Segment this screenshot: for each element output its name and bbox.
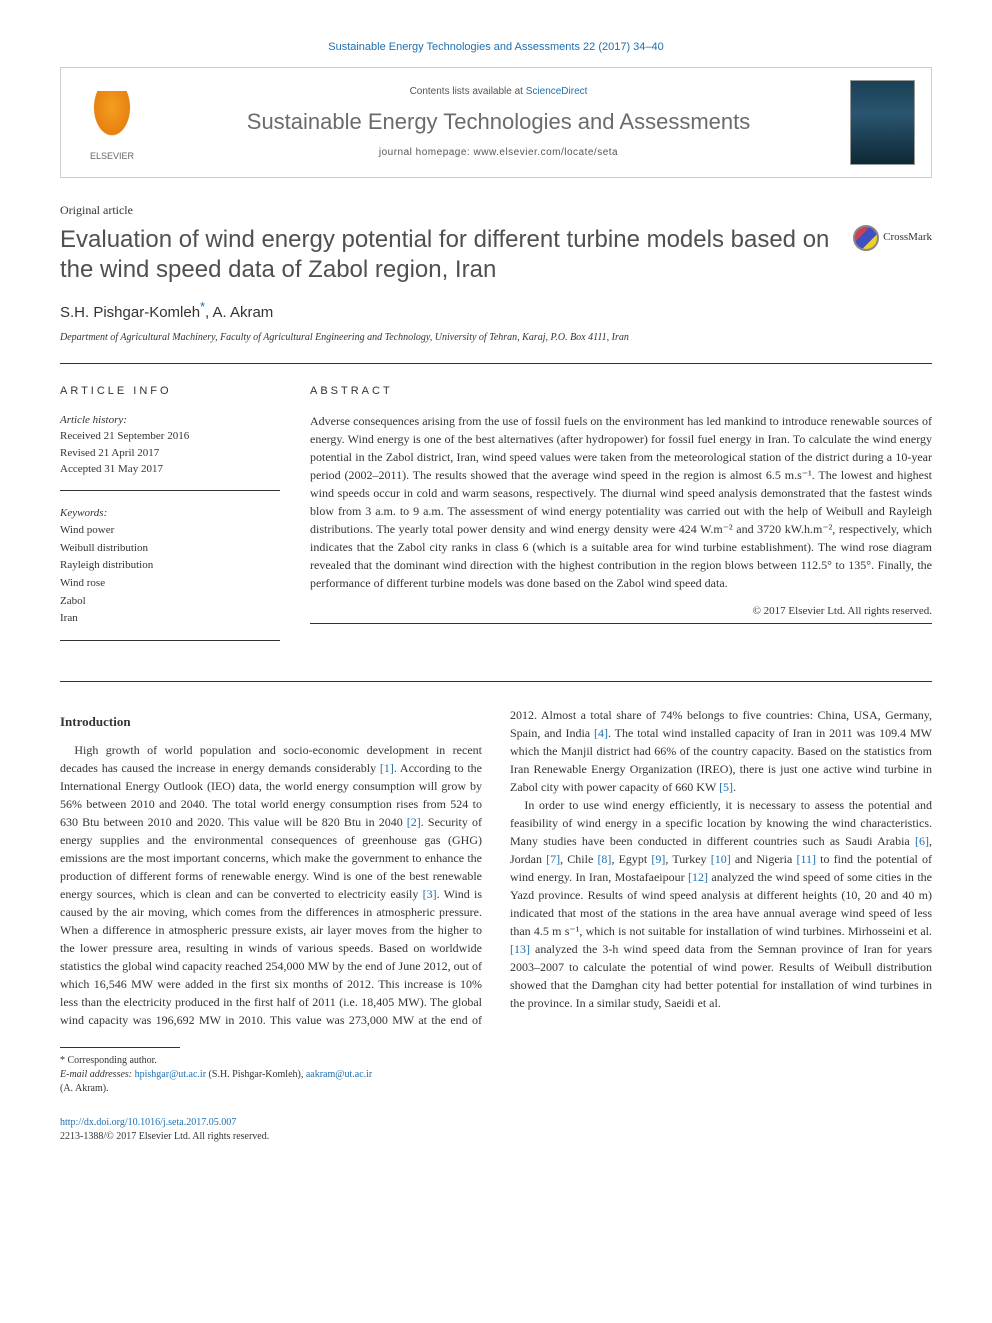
ref-link[interactable]: [3]: [423, 887, 437, 901]
abstract-column: ABSTRACT Adverse consequences arising fr…: [310, 384, 932, 641]
article-title: Evaluation of wind energy potential for …: [60, 225, 833, 285]
ref-link[interactable]: [9]: [651, 852, 665, 866]
homepage-url: www.elsevier.com/locate/seta: [474, 147, 619, 158]
ref-link[interactable]: [1]: [380, 761, 394, 775]
elsevier-tree-icon: [87, 91, 137, 146]
email-link[interactable]: aakram@ut.ac.ir: [306, 1069, 372, 1080]
history-accepted: Accepted 31 May 2017: [60, 461, 280, 478]
crossmark-label: CrossMark: [883, 230, 932, 245]
body-span: , Egypt: [611, 852, 651, 866]
keywords-label: Keywords:: [60, 505, 280, 523]
history-label: Article history:: [60, 412, 280, 429]
abstract-heading: ABSTRACT: [310, 384, 932, 399]
keywords-block: Keywords: Wind power Weibull distributio…: [60, 505, 280, 641]
article-type: Original article: [60, 202, 932, 219]
abstract-copyright: © 2017 Elsevier Ltd. All rights reserved…: [310, 604, 932, 619]
email-label: E-mail addresses:: [60, 1069, 132, 1080]
ref-link[interactable]: [12]: [688, 870, 708, 884]
journal-name: Sustainable Energy Technologies and Asse…: [147, 107, 850, 138]
body-span: analyzed the 3-h wind speed data from th…: [510, 942, 932, 1010]
article-info-heading: ARTICLE INFO: [60, 384, 280, 399]
email-name: (S.H. Pishgar-Komleh),: [206, 1069, 306, 1080]
ref-link[interactable]: [2]: [407, 815, 421, 829]
ref-link[interactable]: [8]: [597, 852, 611, 866]
citation-line: Sustainable Energy Technologies and Asse…: [60, 40, 932, 55]
history-received: Received 21 September 2016: [60, 428, 280, 445]
issn-copyright: 2213-1388/© 2017 Elsevier Ltd. All right…: [60, 1131, 269, 1142]
footnote-separator: [60, 1047, 180, 1048]
keyword-item: Wind rose: [60, 575, 280, 593]
ref-link[interactable]: [11]: [796, 852, 816, 866]
body-span: , Chile: [560, 852, 597, 866]
ref-link[interactable]: [10]: [711, 852, 731, 866]
body-divider: [60, 681, 932, 682]
abstract-text: Adverse consequences arising from the us…: [310, 412, 932, 592]
email-link[interactable]: hpishgar@ut.ac.ir: [135, 1069, 206, 1080]
keyword-item: Zabol: [60, 593, 280, 611]
elsevier-label: ELSEVIER: [90, 150, 134, 163]
ref-link[interactable]: [4]: [594, 726, 608, 740]
contents-line: Contents lists available at ScienceDirec…: [147, 85, 850, 99]
keyword-item: Iran: [60, 610, 280, 628]
crossmark-badge[interactable]: CrossMark: [853, 225, 932, 251]
ref-link[interactable]: [13]: [510, 942, 530, 956]
body-span: .: [733, 780, 736, 794]
article-info-column: ARTICLE INFO Article history: Received 2…: [60, 384, 280, 641]
homepage-line: journal homepage: www.elsevier.com/locat…: [147, 146, 850, 160]
article-history: Article history: Received 21 September 2…: [60, 412, 280, 491]
ref-link[interactable]: [7]: [546, 852, 560, 866]
footer-meta: http://dx.doi.org/10.1016/j.seta.2017.05…: [60, 1116, 932, 1144]
history-revised: Revised 21 April 2017: [60, 445, 280, 462]
body-text: Introduction High growth of world popula…: [60, 706, 932, 1030]
keyword-item: Wind power: [60, 522, 280, 540]
contents-prefix: Contents lists available at: [410, 86, 526, 97]
elsevier-logo: ELSEVIER: [77, 83, 147, 163]
body-span: In order to use wind energy efficiently,…: [510, 798, 932, 848]
author-1: S.H. Pishgar-Komleh: [60, 304, 200, 321]
email-name: (A. Akram).: [60, 1082, 932, 1096]
journal-cover-thumbnail: [850, 80, 915, 165]
corresponding-note: * Corresponding author.: [60, 1054, 932, 1068]
sciencedirect-link[interactable]: ScienceDirect: [526, 86, 588, 97]
divider: [60, 363, 932, 364]
body-span: and Nigeria: [731, 852, 797, 866]
introduction-heading: Introduction: [60, 712, 482, 732]
body-span: , Turkey: [665, 852, 710, 866]
crossmark-icon: [853, 225, 879, 251]
homepage-prefix: journal homepage:: [379, 147, 474, 158]
ref-link[interactable]: [6]: [915, 834, 929, 848]
author-2: , A. Akram: [205, 304, 273, 321]
authors: S.H. Pishgar-Komleh*, A. Akram: [60, 299, 932, 323]
abstract-divider: [310, 623, 932, 624]
keyword-item: Rayleigh distribution: [60, 557, 280, 575]
keyword-item: Weibull distribution: [60, 540, 280, 558]
footnotes: * Corresponding author. E-mail addresses…: [60, 1054, 932, 1096]
doi-link[interactable]: http://dx.doi.org/10.1016/j.seta.2017.05…: [60, 1117, 236, 1128]
ref-link[interactable]: [5]: [719, 780, 733, 794]
journal-header: ELSEVIER Contents lists available at Sci…: [60, 67, 932, 178]
affiliation: Department of Agricultural Machinery, Fa…: [60, 331, 932, 345]
